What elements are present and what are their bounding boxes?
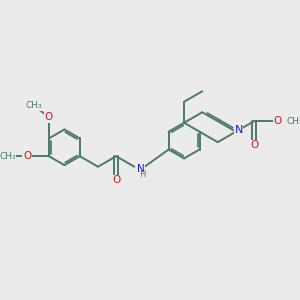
Text: H: H [139, 170, 145, 179]
Text: N: N [234, 125, 243, 135]
Text: CH₃: CH₃ [0, 152, 16, 161]
Text: CH₃: CH₃ [26, 101, 43, 110]
Text: CH₃: CH₃ [287, 117, 300, 126]
Text: O: O [250, 140, 258, 150]
Text: O: O [112, 176, 120, 185]
Text: O: O [23, 151, 31, 161]
Text: N: N [136, 164, 144, 174]
Text: O: O [45, 112, 53, 122]
Text: O: O [274, 116, 282, 126]
